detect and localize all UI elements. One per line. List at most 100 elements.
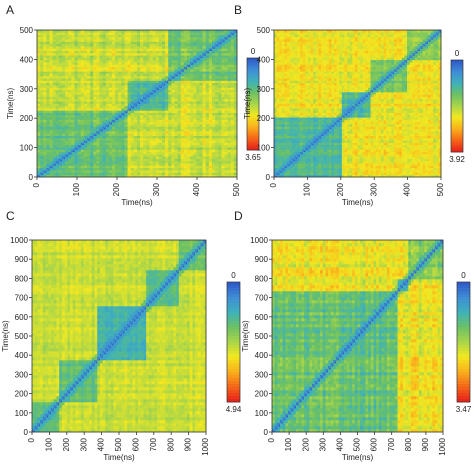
heatmap-cell (49, 156, 53, 159)
heatmap-cell (183, 80, 188, 84)
heatmap-cell (37, 163, 41, 166)
heatmap-cell (221, 101, 225, 104)
heatmap-cell (133, 80, 138, 84)
heatmap-cell (62, 87, 66, 91)
heatmap-cell (55, 82, 60, 86)
heatmap-cell (112, 75, 116, 79)
heatmap-cell (187, 75, 191, 79)
heatmap-cell (221, 163, 225, 166)
heatmap-cell (174, 170, 178, 173)
heatmap-cell (187, 149, 191, 153)
heatmap-cell (99, 89, 103, 93)
heatmap-cell (108, 71, 113, 74)
heatmap-cell (279, 41, 283, 45)
heatmap-cell (230, 101, 235, 104)
heatmap-cell (74, 73, 78, 77)
heatmap-cell (83, 98, 88, 102)
heatmap-cell (205, 48, 210, 51)
heatmap-cell (62, 124, 66, 127)
heatmap-cell (146, 59, 150, 63)
heatmap-cell (115, 64, 119, 68)
heatmap-cell (155, 32, 160, 35)
heatmap-cell (143, 149, 147, 153)
heatmap-cell (52, 144, 57, 148)
heatmap-cell (149, 135, 153, 139)
heatmap-cell (149, 98, 153, 102)
heatmap-cell (87, 80, 91, 84)
heatmap-cell (149, 131, 153, 134)
heatmap-cell (108, 64, 113, 68)
heatmap-cell (102, 32, 107, 35)
heatmap-cell (146, 170, 150, 173)
heatmap-cell (284, 119, 288, 123)
heatmap-cell (112, 30, 116, 33)
heatmap-cell (152, 163, 157, 166)
heatmap-cell (143, 52, 147, 56)
heatmap-cell (137, 62, 141, 65)
heatmap-cell (297, 32, 301, 35)
heatmap-cell (168, 66, 172, 70)
heatmap-cell (40, 66, 44, 70)
heatmap-cell (165, 82, 169, 86)
heatmap-cell (227, 126, 232, 130)
heatmap-cell (55, 142, 60, 146)
heatmap-cell (105, 46, 110, 49)
heatmap-cell (202, 39, 207, 42)
heatmap-cell (96, 140, 100, 143)
heatmap-cell (284, 96, 288, 100)
heatmap-cell (284, 137, 288, 141)
heatmap-cell (55, 144, 60, 148)
heatmap-cell (218, 124, 222, 127)
heatmap-cell (230, 114, 235, 118)
heatmap-cell (127, 174, 132, 178)
heatmap-cell (218, 46, 222, 49)
heatmap-cell (152, 73, 157, 77)
heatmap-cell (287, 170, 290, 173)
heatmap-cell (302, 46, 306, 49)
heatmap-cell (212, 98, 216, 102)
heatmap-cell (168, 55, 172, 58)
heatmap-cell (40, 144, 44, 148)
heatmap-cell (202, 75, 207, 79)
heatmap-cell (152, 119, 157, 123)
heatmap-cell (146, 101, 150, 104)
heatmap-cell (230, 43, 235, 47)
heatmap-cell (289, 156, 293, 159)
heatmap-cell (137, 154, 141, 157)
heatmap-cell (40, 41, 44, 45)
heatmap-cell (221, 108, 225, 111)
heatmap-cell (208, 46, 213, 49)
heatmap-cell (279, 114, 283, 118)
heatmap-cell (230, 75, 235, 79)
heatmap-cell (158, 163, 163, 166)
heatmap-cell (46, 89, 50, 93)
heatmap-cell (80, 117, 85, 120)
heatmap-cell (102, 85, 107, 88)
heatmap-cell (174, 163, 178, 166)
heatmap-cell (279, 80, 283, 84)
heatmap-cell (168, 46, 172, 49)
heatmap-cell (215, 52, 219, 56)
heatmap-cell (177, 110, 182, 113)
heatmap-cell (143, 57, 147, 61)
heatmap-cell (74, 135, 78, 139)
heatmap-cell (224, 142, 228, 146)
heatmap-cell (215, 110, 219, 113)
heatmap-cell (205, 89, 210, 93)
heatmap-cell (130, 89, 135, 93)
heatmap-cell (230, 48, 235, 51)
heatmap-cell (74, 160, 78, 164)
heatmap-cell (165, 73, 169, 77)
heatmap-cell (227, 69, 232, 72)
heatmap-cell (93, 87, 97, 91)
heatmap-cell (40, 92, 44, 95)
heatmap-cell (289, 105, 293, 109)
heatmap-cell (65, 137, 69, 141)
heatmap-cell (196, 34, 200, 38)
heatmap-cell (87, 103, 91, 107)
heatmap-cell (124, 114, 128, 118)
heatmap-cell (193, 119, 197, 123)
heatmap-cell (302, 87, 306, 91)
heatmap-cell (93, 34, 97, 38)
heatmap-cell (90, 156, 94, 159)
